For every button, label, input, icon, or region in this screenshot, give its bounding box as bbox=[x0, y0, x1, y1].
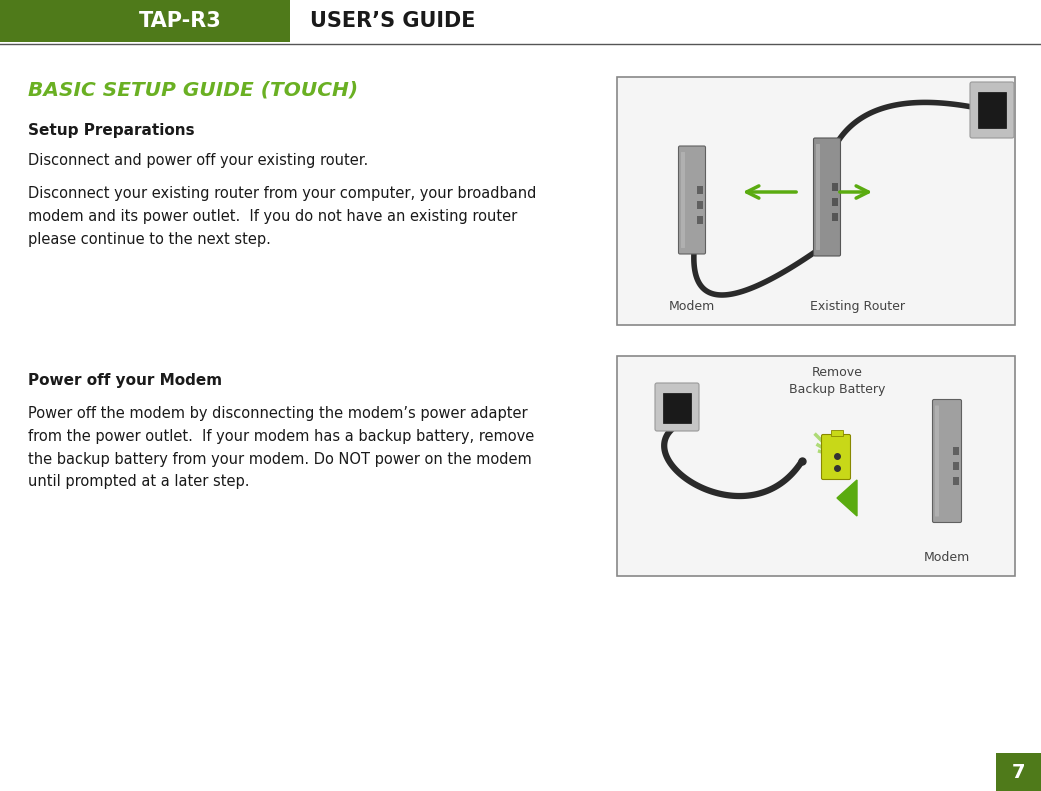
Text: USER’S GUIDE: USER’S GUIDE bbox=[310, 11, 476, 31]
FancyBboxPatch shape bbox=[832, 183, 838, 191]
Text: Power off the modem by disconnecting the modem’s power adapter
from the power ou: Power off the modem by disconnecting the… bbox=[28, 406, 534, 490]
Text: Disconnect your existing router from your computer, your broadband
modem and its: Disconnect your existing router from you… bbox=[28, 186, 536, 247]
FancyBboxPatch shape bbox=[816, 144, 820, 250]
Text: Setup Preparations: Setup Preparations bbox=[28, 123, 195, 138]
Text: Power off your Modem: Power off your Modem bbox=[28, 373, 222, 388]
Polygon shape bbox=[837, 480, 857, 516]
FancyBboxPatch shape bbox=[697, 186, 703, 194]
Text: BASIC SETUP GUIDE (TOUCH): BASIC SETUP GUIDE (TOUCH) bbox=[28, 80, 358, 99]
FancyBboxPatch shape bbox=[697, 216, 703, 224]
FancyBboxPatch shape bbox=[953, 462, 959, 470]
FancyBboxPatch shape bbox=[831, 430, 843, 436]
FancyBboxPatch shape bbox=[832, 198, 838, 206]
Text: Existing Router: Existing Router bbox=[810, 300, 905, 313]
FancyBboxPatch shape bbox=[663, 393, 691, 423]
FancyBboxPatch shape bbox=[0, 0, 290, 42]
Text: Remove
Backup Battery: Remove Backup Battery bbox=[789, 366, 885, 396]
FancyBboxPatch shape bbox=[681, 152, 685, 248]
FancyBboxPatch shape bbox=[813, 138, 840, 256]
FancyBboxPatch shape bbox=[655, 383, 699, 431]
Text: Modem: Modem bbox=[669, 300, 715, 313]
FancyBboxPatch shape bbox=[617, 356, 1015, 576]
FancyBboxPatch shape bbox=[933, 399, 962, 523]
Text: TAP-R3: TAP-R3 bbox=[138, 11, 221, 31]
Text: Disconnect and power off your existing router.: Disconnect and power off your existing r… bbox=[28, 153, 369, 168]
FancyBboxPatch shape bbox=[821, 434, 850, 479]
Text: 7: 7 bbox=[1012, 763, 1025, 782]
FancyBboxPatch shape bbox=[953, 447, 959, 455]
FancyBboxPatch shape bbox=[970, 82, 1014, 138]
FancyBboxPatch shape bbox=[832, 213, 838, 221]
Text: Modem: Modem bbox=[923, 551, 970, 564]
FancyBboxPatch shape bbox=[617, 77, 1015, 325]
FancyBboxPatch shape bbox=[697, 201, 703, 209]
FancyBboxPatch shape bbox=[996, 753, 1041, 791]
FancyBboxPatch shape bbox=[953, 477, 959, 485]
FancyBboxPatch shape bbox=[935, 406, 939, 517]
FancyBboxPatch shape bbox=[977, 92, 1006, 128]
FancyBboxPatch shape bbox=[679, 146, 706, 254]
